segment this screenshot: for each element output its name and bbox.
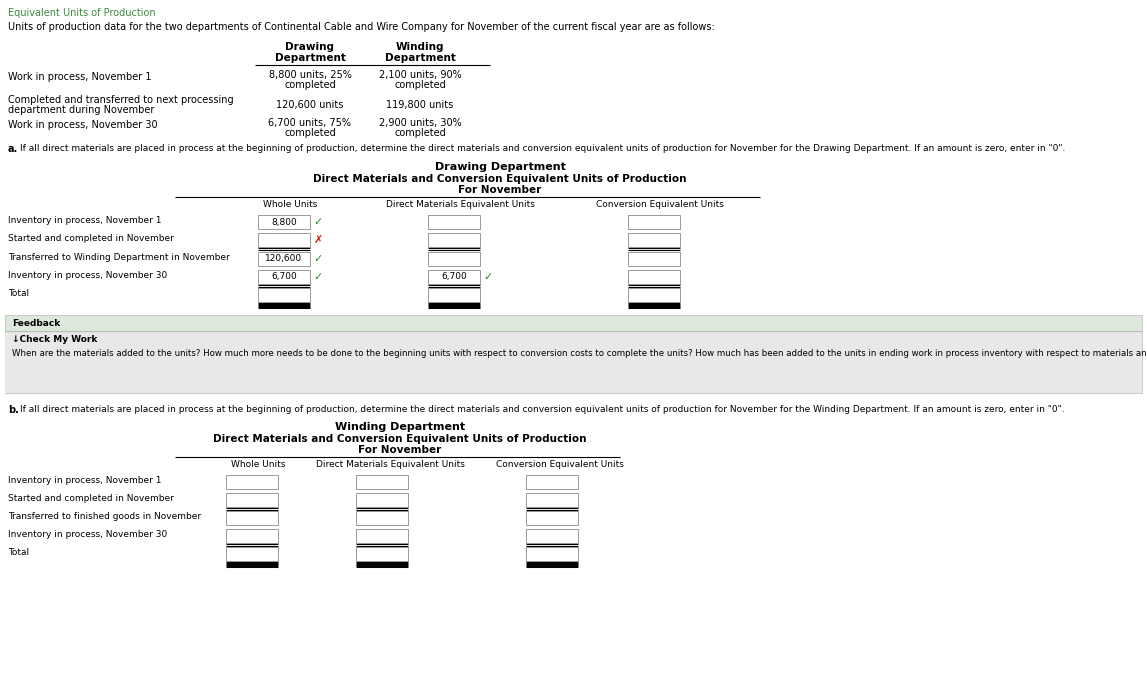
Text: 6,700: 6,700 (442, 272, 467, 281)
Bar (258, 270, 310, 284)
Text: 2,100 units, 90%: 2,100 units, 90% (379, 70, 461, 80)
Bar (428, 215, 479, 229)
Text: 120,600: 120,600 (265, 254, 303, 263)
Text: ✗: ✗ (313, 235, 322, 245)
Bar (356, 511, 408, 525)
Text: completed: completed (395, 80, 446, 90)
Bar (356, 493, 408, 507)
Text: a.: a. (8, 144, 18, 154)
Text: completed: completed (395, 128, 446, 138)
Text: Department: Department (274, 53, 345, 63)
Text: Direct Materials Equivalent Units: Direct Materials Equivalent Units (315, 460, 465, 469)
Text: Total: Total (8, 548, 29, 557)
Text: Conversion Equivalent Units: Conversion Equivalent Units (496, 460, 624, 469)
Bar (356, 529, 408, 543)
Text: 120,600 units: 120,600 units (276, 100, 344, 110)
Text: Drawing Department: Drawing Department (435, 162, 565, 172)
Text: Winding Department: Winding Department (335, 422, 465, 432)
Text: completed: completed (284, 80, 336, 90)
Bar (526, 529, 578, 543)
Text: For November: For November (459, 185, 541, 195)
Text: Started and completed in November: Started and completed in November (8, 494, 174, 503)
Bar (356, 547, 408, 561)
Bar (258, 215, 310, 229)
Text: When are the materials added to the units? How much more needs to be done to the: When are the materials added to the unit… (11, 349, 1147, 358)
Bar (428, 270, 479, 284)
Text: Drawing: Drawing (286, 42, 335, 52)
Bar (258, 288, 310, 302)
Bar (526, 511, 578, 525)
Text: ✓: ✓ (313, 254, 322, 264)
Text: department during November: department during November (8, 105, 155, 115)
Text: Transferred to finished goods in November: Transferred to finished goods in Novembe… (8, 512, 201, 521)
Bar (226, 511, 278, 525)
Bar (5, 333, 1142, 393)
Text: Started and completed in November: Started and completed in November (8, 234, 174, 243)
Text: ✓: ✓ (313, 217, 322, 227)
Text: Inventory in process, November 30: Inventory in process, November 30 (8, 271, 167, 280)
Bar (526, 547, 578, 561)
Bar (526, 493, 578, 507)
Bar (526, 475, 578, 489)
Text: Total: Total (8, 289, 29, 298)
Text: completed: completed (284, 128, 336, 138)
Text: 6,700: 6,700 (271, 272, 297, 281)
Text: Whole Units: Whole Units (263, 200, 318, 209)
Text: Direct Materials Equivalent Units: Direct Materials Equivalent Units (385, 200, 535, 209)
Text: ↓Check My Work: ↓Check My Work (11, 335, 97, 344)
Bar (428, 233, 479, 247)
Text: ✓: ✓ (483, 272, 493, 282)
Text: 2,900 units, 30%: 2,900 units, 30% (379, 118, 461, 128)
Text: ✓: ✓ (313, 272, 322, 282)
Bar (226, 547, 278, 561)
Bar (5, 315, 1142, 393)
Bar (629, 215, 680, 229)
Text: Work in process, November 30: Work in process, November 30 (8, 120, 157, 130)
Text: Direct Materials and Conversion Equivalent Units of Production: Direct Materials and Conversion Equivale… (213, 434, 587, 444)
Bar (258, 252, 310, 266)
Text: Feedback: Feedback (11, 319, 61, 328)
Bar (258, 233, 310, 247)
Text: Inventory in process, November 1: Inventory in process, November 1 (8, 476, 162, 485)
Bar (356, 475, 408, 489)
Bar (226, 475, 278, 489)
Bar (428, 252, 479, 266)
Text: b.: b. (8, 405, 18, 415)
Bar (428, 288, 479, 302)
Text: 119,800 units: 119,800 units (387, 100, 453, 110)
Text: If all direct materials are placed in process at the beginning of production, de: If all direct materials are placed in pr… (19, 405, 1064, 414)
Text: Department: Department (384, 53, 455, 63)
Text: 8,800: 8,800 (271, 218, 297, 227)
Text: If all direct materials are placed in process at the beginning of production, de: If all direct materials are placed in pr… (19, 144, 1066, 153)
Text: 6,700 units, 75%: 6,700 units, 75% (268, 118, 351, 128)
Text: Winding: Winding (396, 42, 444, 52)
Text: Inventory in process, November 30: Inventory in process, November 30 (8, 530, 167, 539)
Bar (629, 252, 680, 266)
Text: Completed and transferred to next processing: Completed and transferred to next proces… (8, 95, 234, 105)
Text: For November: For November (358, 445, 442, 455)
Text: Conversion Equivalent Units: Conversion Equivalent Units (596, 200, 724, 209)
Text: Transferred to Winding Department in November: Transferred to Winding Department in Nov… (8, 253, 229, 262)
Text: 8,800 units, 25%: 8,800 units, 25% (268, 70, 351, 80)
Text: Units of production data for the two departments of Continental Cable and Wire C: Units of production data for the two dep… (8, 22, 715, 32)
Bar (629, 233, 680, 247)
Text: Whole Units: Whole Units (231, 460, 286, 469)
Text: Direct Materials and Conversion Equivalent Units of Production: Direct Materials and Conversion Equivale… (313, 174, 687, 184)
Bar (629, 270, 680, 284)
Text: Work in process, November 1: Work in process, November 1 (8, 72, 151, 82)
Bar (226, 493, 278, 507)
Text: Inventory in process, November 1: Inventory in process, November 1 (8, 216, 162, 225)
Bar (629, 288, 680, 302)
Bar (226, 529, 278, 543)
Text: Equivalent Units of Production: Equivalent Units of Production (8, 8, 156, 18)
